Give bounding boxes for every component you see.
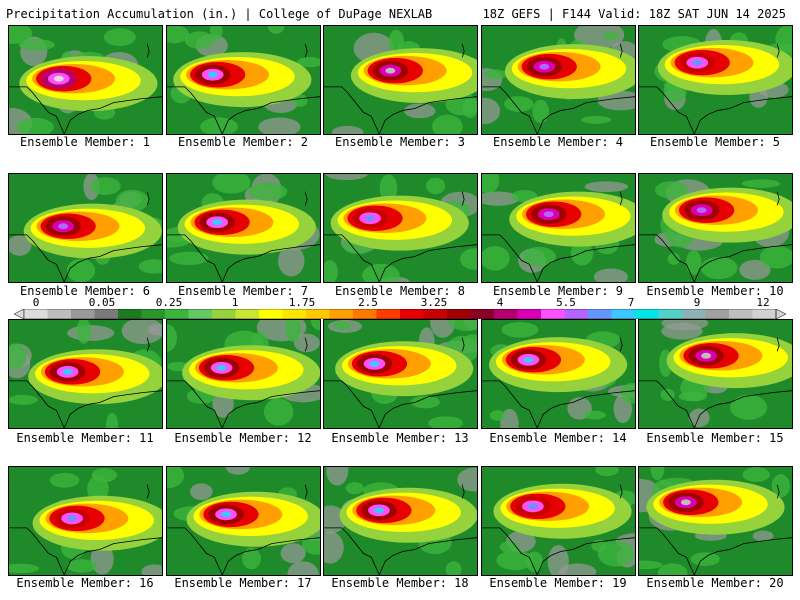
colorbar-segment-19 bbox=[447, 309, 471, 319]
ensemble-panel-11 bbox=[8, 319, 163, 429]
ensemble-panel-16 bbox=[8, 466, 163, 576]
ensemble-member-label-7: Ensemble Member: 7 bbox=[177, 284, 309, 298]
colorbar-max-arrow bbox=[775, 309, 786, 319]
colorbar-segment-8 bbox=[188, 309, 213, 319]
colorbar-segment-11 bbox=[259, 309, 283, 319]
colorbar-segment-2 bbox=[47, 309, 72, 319]
colorbar-segment-21 bbox=[494, 309, 518, 319]
colorbar-segment-24 bbox=[564, 309, 589, 319]
ensemble-member-label-18: Ensemble Member: 18 bbox=[331, 576, 469, 590]
colorbar-tick-7: 3.25 bbox=[420, 296, 448, 309]
ensemble-panel-1 bbox=[8, 25, 163, 135]
ensemble-panel-19 bbox=[481, 466, 636, 576]
colorbar-tick-8: 4 bbox=[496, 296, 504, 309]
ensemble-member-label-9: Ensemble Member: 9 bbox=[492, 284, 624, 298]
ensemble-panel-18 bbox=[323, 466, 478, 576]
colorbar-tick-12: 12 bbox=[756, 296, 770, 309]
colorbar bbox=[14, 309, 786, 319]
colorbar-tick-10: 7 bbox=[627, 296, 635, 309]
colorbar-segment-12 bbox=[282, 309, 307, 319]
ensemble-panel-9 bbox=[481, 173, 636, 283]
colorbar-segment-32 bbox=[752, 309, 777, 319]
colorbar-segment-15 bbox=[353, 309, 377, 319]
colorbar-segment-25 bbox=[588, 309, 612, 319]
ensemble-panel-7 bbox=[166, 173, 321, 283]
colorbar-segment-18 bbox=[423, 309, 448, 319]
colorbar-segment-10 bbox=[235, 309, 260, 319]
colorbar-segment-9 bbox=[212, 309, 236, 319]
ensemble-member-label-16: Ensemble Member: 16 bbox=[16, 576, 154, 590]
ensemble-panel-14 bbox=[481, 319, 636, 429]
colorbar-segment-23 bbox=[541, 309, 565, 319]
ensemble-panel-15 bbox=[638, 319, 793, 429]
colorbar-tick-1: 0 bbox=[32, 296, 40, 309]
ensemble-member-label-11: Ensemble Member: 11 bbox=[16, 431, 154, 445]
ensemble-member-label-3: Ensemble Member: 3 bbox=[334, 135, 466, 149]
ensemble-panel-10 bbox=[638, 173, 793, 283]
colorbar-segment-14 bbox=[329, 309, 354, 319]
ensemble-member-label-6: Ensemble Member: 6 bbox=[19, 284, 151, 298]
colorbar-segment-22 bbox=[517, 309, 542, 319]
colorbar-segment-1 bbox=[24, 309, 48, 319]
ensemble-member-label-17: Ensemble Member: 17 bbox=[174, 576, 312, 590]
ensemble-panel-3 bbox=[323, 25, 478, 135]
colorbar-min-arrow bbox=[14, 309, 25, 319]
ensemble-member-label-2: Ensemble Member: 2 bbox=[177, 135, 309, 149]
colorbar-tick-2: 0.05 bbox=[88, 296, 116, 309]
colorbar-segment-20 bbox=[470, 309, 495, 319]
colorbar-tick-4: 1 bbox=[231, 296, 239, 309]
ensemble-member-label-4: Ensemble Member: 4 bbox=[492, 135, 624, 149]
colorbar-tick-5: 1.75 bbox=[288, 296, 316, 309]
ensemble-panel-2 bbox=[166, 25, 321, 135]
colorbar-segment-16 bbox=[376, 309, 401, 319]
colorbar-tick-labels: 0 0.05 0.25 1 1.75 2.5 3.25 4 5.5 7 9 12 bbox=[0, 296, 800, 310]
colorbar-segment-29 bbox=[682, 309, 706, 319]
colorbar-segment-5 bbox=[118, 309, 142, 319]
colorbar-segment-30 bbox=[705, 309, 730, 319]
colorbar-segment-3 bbox=[71, 309, 95, 319]
colorbar-segment-7 bbox=[165, 309, 189, 319]
colorbar-tick-11: 9 bbox=[693, 296, 701, 309]
colorbar-segment-4 bbox=[94, 309, 119, 319]
map-title: Precipitation Accumulation (in.) | Colle… bbox=[6, 7, 433, 21]
colorbar-segment-31 bbox=[729, 309, 753, 319]
colorbar-tick-6: 2.5 bbox=[358, 296, 378, 309]
ensemble-member-label-12: Ensemble Member: 12 bbox=[174, 431, 312, 445]
ensemble-panel-8 bbox=[323, 173, 478, 283]
colorbar-segment-27 bbox=[635, 309, 659, 319]
ensemble-panel-5 bbox=[638, 25, 793, 135]
ensemble-panel-13 bbox=[323, 319, 478, 429]
ensemble-member-label-14: Ensemble Member: 14 bbox=[489, 431, 627, 445]
colorbar-tick-3: 0.25 bbox=[155, 296, 183, 309]
colorbar-segment-26 bbox=[611, 309, 636, 319]
valid-time-title: 18Z GEFS | F144 Valid: 18Z SAT JUN 14 20… bbox=[482, 7, 786, 21]
ensemble-member-label-1: Ensemble Member: 1 bbox=[19, 135, 151, 149]
ensemble-panel-20 bbox=[638, 466, 793, 576]
ensemble-panel-4 bbox=[481, 25, 636, 135]
colorbar-tick-9: 5.5 bbox=[556, 296, 576, 309]
colorbar-segment-13 bbox=[306, 309, 330, 319]
ensemble-panel-6 bbox=[8, 173, 163, 283]
ensemble-panel-12 bbox=[166, 319, 321, 429]
ensemble-member-label-20: Ensemble Member: 20 bbox=[646, 576, 784, 590]
ensemble-panel-17 bbox=[166, 466, 321, 576]
colorbar-segment-28 bbox=[658, 309, 683, 319]
ensemble-member-label-10: Ensemble Member: 10 bbox=[646, 284, 784, 298]
ensemble-member-label-5: Ensemble Member: 5 bbox=[649, 135, 781, 149]
colorbar-segment-17 bbox=[400, 309, 424, 319]
ensemble-member-label-13: Ensemble Member: 13 bbox=[331, 431, 469, 445]
ensemble-member-label-8: Ensemble Member: 8 bbox=[334, 284, 466, 298]
ensemble-member-label-15: Ensemble Member: 15 bbox=[646, 431, 784, 445]
ensemble-member-label-19: Ensemble Member: 19 bbox=[489, 576, 627, 590]
colorbar-segment-6 bbox=[141, 309, 166, 319]
